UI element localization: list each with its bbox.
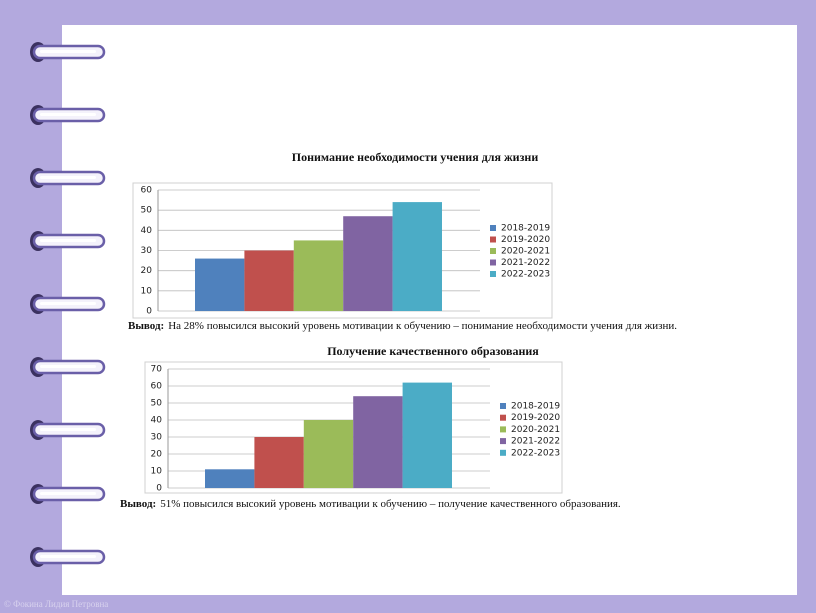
y-tick-label: 30: [151, 433, 163, 443]
legend-swatch: [490, 236, 496, 243]
y-tick-label: 20: [151, 450, 163, 460]
legend-label: 2022-2023: [511, 448, 560, 458]
bar: [244, 250, 294, 311]
conclusion-label: Вывод:: [120, 498, 156, 510]
y-tick-label: 40: [151, 416, 163, 426]
legend-swatch: [500, 438, 506, 445]
legend-label: 2022-2023: [501, 270, 550, 280]
spiral: [30, 42, 106, 567]
legend-swatch: [500, 403, 506, 409]
y-tick-label: 70: [151, 365, 163, 375]
y-tick-label: 30: [141, 246, 153, 256]
ring-shine: [40, 302, 96, 305]
y-tick-label: 40: [141, 226, 153, 236]
chart-title: Получение качественного образования: [327, 344, 539, 358]
ring-shine: [40, 113, 96, 116]
legend-label: 2018-2019: [511, 402, 560, 412]
conclusion: Вывод: 51% повысился высокий уровень моти…: [120, 498, 621, 510]
ring-shine: [40, 239, 96, 242]
ring-shine: [40, 555, 96, 558]
bar: [343, 216, 393, 311]
bar: [353, 396, 403, 488]
y-tick-label: 60: [151, 382, 163, 392]
bar: [293, 240, 344, 311]
conclusion: Вывод: На 28% повысился высокий уровень м…: [128, 320, 677, 332]
legend-label: 2020-2021: [511, 425, 560, 435]
bar: [195, 258, 245, 311]
legend-swatch: [490, 259, 496, 266]
y-tick-label: 10: [151, 467, 163, 477]
legend-label: 2021-2022: [501, 258, 550, 268]
bar: [205, 469, 255, 488]
bar: [392, 202, 442, 311]
y-tick-label: 0: [156, 484, 162, 494]
legend-label: 2019-2020: [511, 413, 560, 423]
y-tick-label: 10: [141, 286, 153, 296]
ring-shine: [40, 50, 96, 53]
y-tick-label: 50: [141, 206, 153, 216]
legend-swatch: [490, 248, 496, 254]
y-tick-label: 20: [141, 266, 153, 276]
legend-label: 2021-2022: [511, 437, 560, 447]
bar: [254, 437, 304, 488]
ring-shine: [40, 176, 96, 179]
legend-swatch: [490, 225, 496, 231]
legend-label: 2018-2019: [501, 224, 550, 234]
legend-swatch: [500, 414, 506, 421]
footer: © Фокина Лидия Петровна: [4, 599, 108, 609]
ring-shine: [40, 365, 96, 368]
legend-swatch: [500, 449, 506, 456]
legend-swatch: [490, 271, 496, 277]
legend-label: 2020-2021: [501, 247, 550, 257]
y-tick-label: 50: [151, 399, 163, 409]
bar: [402, 382, 452, 488]
ring-shine: [40, 428, 96, 431]
legend-swatch: [500, 426, 506, 433]
legend-label: 2019-2020: [501, 235, 550, 245]
chart-title: Понимание необходимости учения для жизни: [292, 150, 539, 164]
y-tick-label: 60: [141, 186, 153, 196]
ring-shine: [40, 492, 96, 495]
bar: [303, 420, 354, 488]
conclusion-text: 51% повысился высокий уровень мотивации …: [160, 498, 621, 510]
conclusion-label: Вывод:: [128, 320, 164, 332]
conclusion-text: На 28% повысился высокий уровень мотивац…: [168, 320, 677, 332]
y-tick-label: 0: [146, 307, 152, 317]
